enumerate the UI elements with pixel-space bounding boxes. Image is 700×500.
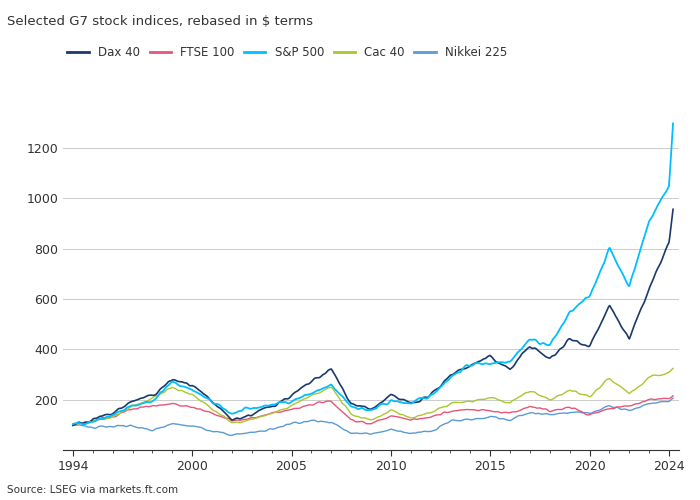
Text: Selected G7 stock indices, rebased in $ terms: Selected G7 stock indices, rebased in $ … xyxy=(7,15,313,28)
Legend: Dax 40, FTSE 100, S&P 500, Cac 40, Nikkei 225: Dax 40, FTSE 100, S&P 500, Cac 40, Nikke… xyxy=(63,41,512,64)
Text: Source: LSEG via markets.ft.com: Source: LSEG via markets.ft.com xyxy=(7,485,178,495)
